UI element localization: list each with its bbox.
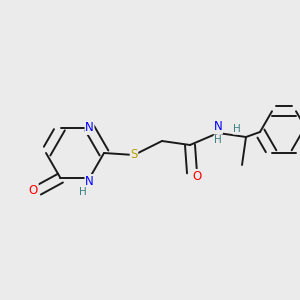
Text: H: H [79,187,86,197]
Text: H: H [233,124,241,134]
Text: N: N [85,175,94,188]
Text: N: N [214,121,222,134]
Text: N: N [85,122,94,134]
Text: O: O [192,169,202,182]
Text: S: S [130,148,138,161]
Text: H: H [214,135,222,145]
Text: O: O [29,184,38,196]
